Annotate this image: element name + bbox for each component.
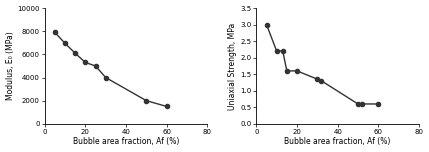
X-axis label: Bubble area fraction, Af (%): Bubble area fraction, Af (%): [284, 137, 391, 146]
Y-axis label: Modulus, E₀ (MPa): Modulus, E₀ (MPa): [6, 32, 15, 100]
Y-axis label: Uniaxial Strength, MPa: Uniaxial Strength, MPa: [229, 22, 238, 110]
X-axis label: Bubble area fraction, Af (%): Bubble area fraction, Af (%): [73, 137, 179, 146]
